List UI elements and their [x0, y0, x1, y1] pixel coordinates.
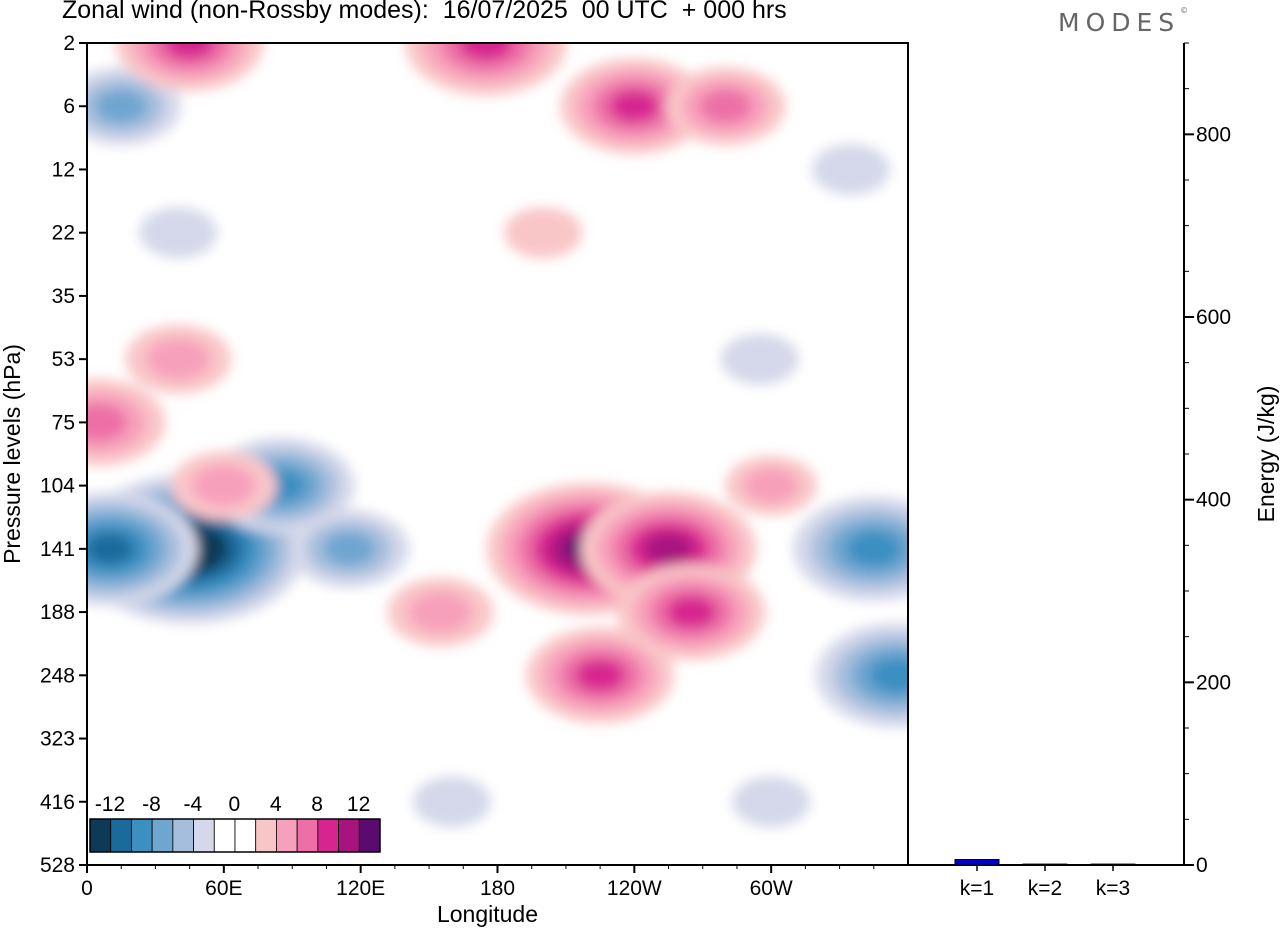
- y-tick-label: 248: [40, 664, 75, 687]
- colorbar-swatch: [131, 818, 153, 853]
- colorbar-swatch: [89, 818, 112, 853]
- colorbar-swatch: [193, 818, 215, 853]
- heatmap-blobs: [87, 43, 908, 828]
- y-tick-label: 75: [52, 411, 75, 434]
- heatmap-feature: [609, 90, 660, 123]
- heatmap-feature: [192, 464, 256, 507]
- energy-category-label: k=1: [960, 877, 994, 900]
- heatmap-feature: [699, 89, 752, 123]
- colorbar-swatch: [296, 818, 319, 853]
- energy-tick-label: 800: [1196, 123, 1231, 146]
- x-tick-label: 0: [81, 877, 93, 900]
- colorbar-swatch: [213, 818, 236, 853]
- logo-mark: ©: [1180, 6, 1189, 15]
- colorbar-label: 12: [347, 793, 370, 816]
- colorbar-swatch: [276, 818, 298, 853]
- x-tick-label: 60W: [750, 877, 793, 900]
- colorbar-frame: [89, 818, 381, 853]
- heatmap-feature: [575, 659, 625, 692]
- heatmap-feature: [95, 89, 147, 123]
- heatmap-feature: [846, 531, 901, 567]
- heatmap-feature: [146, 338, 211, 380]
- colorbar-swatch: [338, 818, 360, 853]
- heatmap-feature: [720, 333, 799, 385]
- modes-logo: MODES©: [1058, 6, 1189, 37]
- energy-axis-title: Energy (J/kg): [1253, 386, 1279, 523]
- heatmap-feature: [459, 43, 514, 61]
- heatmap-field: [87, 43, 908, 828]
- energy-bar: [1022, 863, 1068, 866]
- colorbar-swatch: [358, 818, 381, 853]
- y-tick-label: 141: [40, 538, 75, 561]
- colorbar-label: 4: [270, 793, 282, 816]
- x-tick-label: 120W: [607, 877, 662, 900]
- y-axis-title: Pressure levels (hPa): [0, 344, 25, 564]
- colorbar-label: 8: [311, 793, 323, 816]
- energy-bar: [1090, 863, 1136, 866]
- heatmap-feature: [666, 596, 717, 629]
- x-tick-label: 60E: [205, 877, 242, 900]
- colorbar-swatch: [172, 818, 194, 853]
- colorbar-label: 0: [228, 793, 240, 816]
- y-tick-label: 416: [40, 791, 75, 814]
- heatmap-feature: [323, 532, 375, 566]
- y-tick-label: 35: [52, 285, 75, 308]
- y-tick-label: 12: [52, 158, 75, 181]
- colorbar-label: -8: [142, 793, 161, 816]
- y-tick-label: 22: [52, 222, 75, 245]
- energy-tick-label: 400: [1196, 489, 1231, 512]
- colorbar-swatch: [317, 818, 339, 853]
- energy-category-label: k=2: [1028, 877, 1062, 900]
- chart-title: Zonal wind (non-Rossby modes): 16/07/202…: [62, 0, 787, 24]
- heatmap-feature: [743, 467, 799, 504]
- y-tick-label: 323: [40, 728, 75, 751]
- energy-bar: [954, 859, 1000, 866]
- heatmap-feature: [87, 533, 134, 565]
- y-tick-label: 6: [63, 95, 75, 118]
- colorbar-label: -12: [95, 793, 125, 816]
- x-axis-title: Longitude: [437, 901, 538, 927]
- energy-category-label: k=3: [1096, 877, 1130, 900]
- energy-tick-label: 600: [1196, 306, 1231, 329]
- colorbar-swatch: [110, 818, 132, 853]
- heatmap-feature: [644, 533, 693, 565]
- colorbar-swatch: [151, 818, 174, 853]
- x-tick-label: 120E: [336, 877, 385, 900]
- energy-bars: 0 200 400 600 800 k=1 k=2 k=3 Energy (J/kg): [908, 42, 1279, 900]
- heatmap-feature: [87, 403, 128, 441]
- logo-text: MODES: [1058, 8, 1181, 37]
- energy-tick-label: 200: [1196, 671, 1231, 694]
- heatmap-feature: [164, 43, 215, 59]
- y-tick-label: 2: [63, 32, 75, 55]
- heatmap-feature: [408, 591, 473, 633]
- colorbar-label: -4: [184, 793, 203, 816]
- y-tick-label: 104: [40, 475, 75, 498]
- colorbar-swatch: [234, 818, 257, 853]
- heatmap-feature: [811, 143, 890, 195]
- heatmap-feature: [139, 207, 218, 259]
- heatmap-feature: [732, 776, 811, 828]
- y-tick-label: 53: [52, 348, 75, 371]
- heatmap-feature: [869, 657, 908, 693]
- heatmap-feature: [412, 776, 491, 828]
- colorbar-swatch: [255, 818, 277, 853]
- energy-tick-label: 0: [1196, 854, 1208, 877]
- y-tick-label: 188: [40, 601, 75, 624]
- heatmap-feature: [504, 207, 583, 259]
- y-tick-label: 528: [40, 854, 75, 877]
- x-tick-label: 180: [480, 877, 515, 900]
- colorbar: -12 -8 -4 0 4 8 12: [88, 783, 382, 854]
